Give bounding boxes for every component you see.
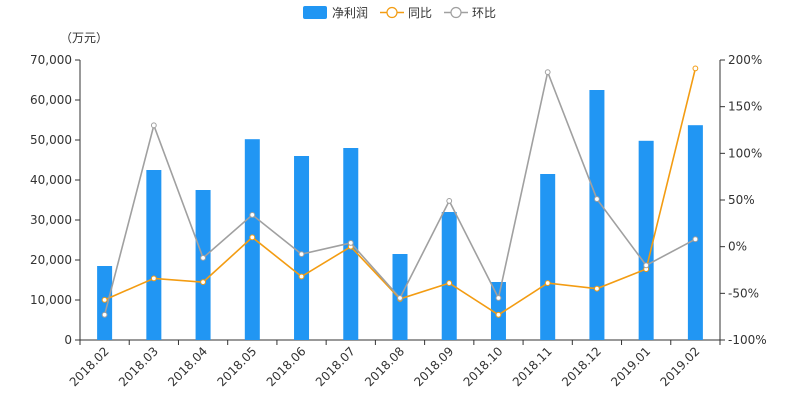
bar	[441, 212, 457, 340]
line-point	[495, 311, 502, 318]
x-tick-label: 2018.05	[214, 344, 259, 389]
line-point	[101, 311, 108, 318]
y-left-tick-label: 10,000	[30, 293, 72, 307]
y-left-tick-label: 20,000	[30, 253, 72, 267]
line-point	[446, 198, 453, 204]
line-point	[692, 236, 699, 243]
line-point	[298, 251, 305, 258]
chart-legend: 净利润 同比 环比	[303, 6, 496, 20]
bar	[687, 125, 703, 340]
line-point	[150, 275, 157, 282]
line-point	[495, 295, 502, 301]
legend-label: 同比	[408, 6, 432, 20]
y-right-tick-label: -50%	[728, 286, 759, 300]
x-tick-label: 2018.06	[264, 344, 309, 389]
y-left-tick-label: 30,000	[30, 213, 72, 227]
bar-series	[97, 90, 703, 340]
line-point	[200, 279, 206, 286]
line-point	[347, 240, 354, 246]
y-axis-unit-label: （万元）	[60, 31, 108, 45]
y-right-tick-label: 50%	[728, 193, 755, 207]
legend-swatch-marker	[386, 6, 398, 19]
line-point	[594, 285, 600, 292]
bar	[638, 140, 654, 340]
x-tick-label: 2018.03	[116, 344, 161, 389]
y-left-tick-label: 60,000	[30, 93, 72, 107]
bar	[589, 90, 605, 340]
y-right-tick-label: 100%	[728, 146, 762, 160]
bar	[540, 174, 556, 340]
x-tick-label: 2018.10	[461, 344, 506, 389]
line-point	[397, 295, 403, 301]
line-point	[544, 280, 551, 286]
bar	[294, 156, 310, 340]
legend-label: 净利润	[332, 6, 368, 20]
line-point	[249, 212, 256, 218]
y-right-tick-label: -100%	[728, 333, 767, 347]
y-right-tick-label: 200%	[728, 53, 762, 67]
x-tick-label: 2018.08	[362, 344, 407, 389]
x-tick-label: 2018.12	[559, 344, 604, 389]
line-point	[692, 65, 699, 72]
y-right-tick-label: 0%	[728, 240, 747, 254]
y-left-tick-label: 50,000	[30, 133, 72, 147]
x-tick-label: 2019.01	[608, 344, 653, 389]
line-point	[594, 196, 600, 202]
line-point	[643, 262, 650, 269]
y-left-tick-label: 40,000	[30, 173, 72, 187]
x-tick-label: 2018.09	[411, 344, 456, 389]
line-point	[446, 280, 453, 286]
line-point	[298, 273, 305, 280]
legend-swatch-marker	[450, 6, 462, 19]
line-point	[249, 234, 256, 241]
y-right-tick-label: 150%	[728, 100, 762, 114]
x-tick-label: 2018.11	[510, 344, 555, 389]
bar	[146, 170, 162, 340]
line-point	[200, 254, 206, 261]
legend-swatch-bar	[303, 6, 327, 19]
x-tick-label: 2019.02	[658, 344, 703, 389]
bar	[97, 266, 113, 340]
y-left-tick-label: 70,000	[30, 53, 72, 67]
x-tick-label: 2018.07	[313, 344, 358, 389]
bar	[490, 282, 506, 340]
x-tick-label: 2018.04	[165, 344, 210, 389]
bar	[195, 190, 211, 340]
legend-label: 环比	[472, 6, 496, 20]
y-left-tick-label: 0	[64, 333, 72, 347]
line-point	[101, 296, 108, 303]
line-point	[544, 69, 551, 76]
line-point	[150, 122, 157, 129]
x-tick-label: 2018.02	[67, 344, 112, 389]
line-series	[101, 65, 699, 318]
